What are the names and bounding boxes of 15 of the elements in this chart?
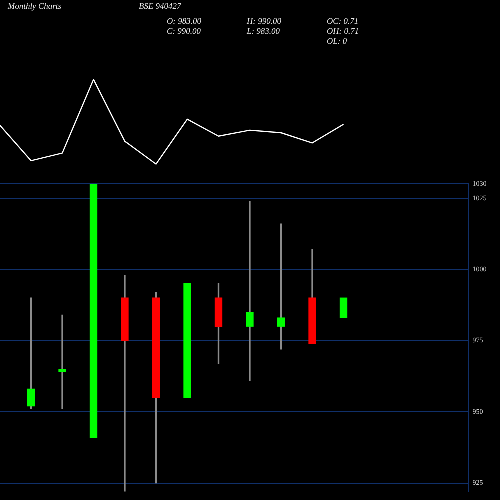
- chart-title: Monthly Charts: [8, 1, 62, 11]
- candlestick: [340, 298, 348, 318]
- text: OC: 0.71: [327, 16, 359, 26]
- text: H: 990.00: [247, 16, 282, 26]
- text: OL: 0: [327, 36, 348, 46]
- text: OH: 0.71: [327, 26, 360, 36]
- text: O: 983.00: [167, 16, 202, 26]
- candlestick: [121, 275, 129, 492]
- candlestick: [58, 314, 66, 410]
- candlestick: [246, 200, 254, 382]
- candlestick: [90, 184, 98, 438]
- candlestick: [184, 284, 192, 398]
- text: C: 990.00: [167, 26, 201, 36]
- chart-subtitle: BSE 940427: [139, 1, 182, 11]
- text: L: 983.00: [247, 26, 280, 36]
